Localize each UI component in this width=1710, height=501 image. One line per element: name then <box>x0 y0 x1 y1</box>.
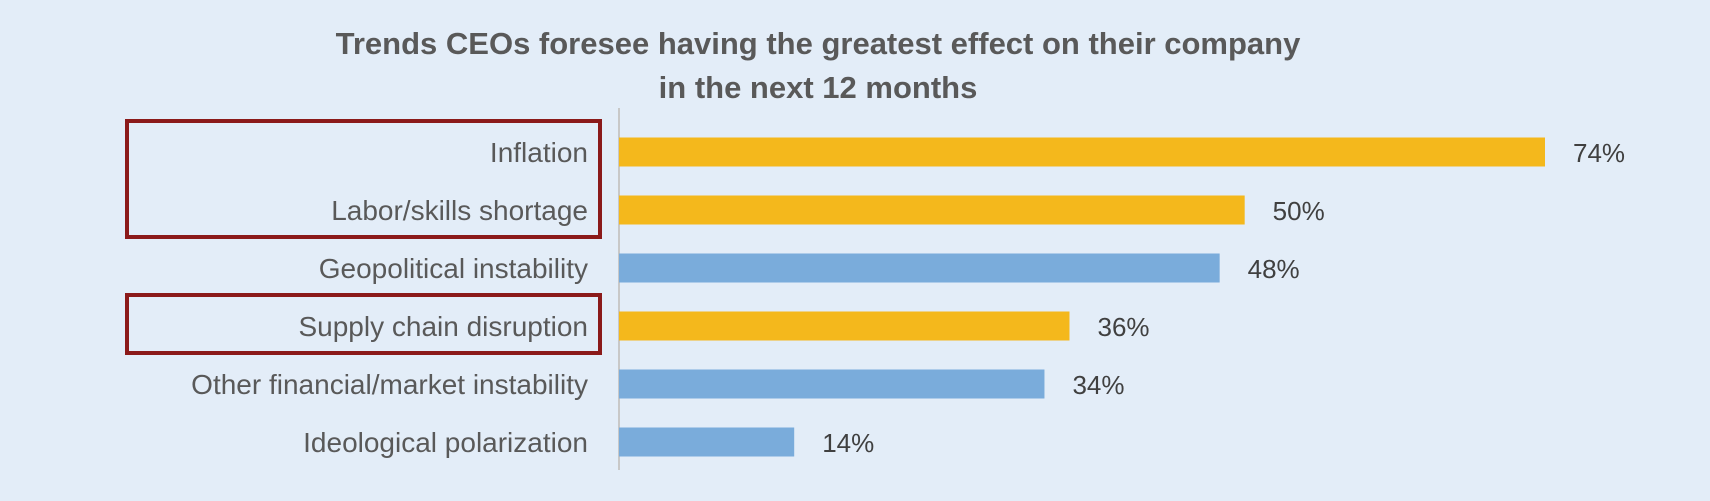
bar-ideological-polarization <box>619 427 795 457</box>
category-label-geopolitical-instability: Geopolitical instability <box>319 253 588 284</box>
value-label-ideological-polarization: 14% <box>822 428 874 458</box>
bar-supply-chain-disruption <box>619 311 1070 341</box>
bar-labor-skills-shortage <box>619 195 1245 225</box>
value-label-other-financial-market-instability: 34% <box>1072 370 1124 400</box>
bar-geopolitical-instability <box>619 253 1220 283</box>
value-label-inflation: 74% <box>1573 138 1625 168</box>
highlight-box-1 <box>125 119 602 239</box>
category-label-other-financial-market-instability: Other financial/market instability <box>191 369 588 400</box>
category-label-ideological-polarization: Ideological polarization <box>303 427 588 458</box>
highlight-box-2 <box>125 293 602 355</box>
chart-title: Trends CEOs foresee having the greatest … <box>0 22 1636 110</box>
category-label-labor-skills-shortage: Labor/skills shortage <box>331 195 588 226</box>
bar-other-financial-market-instability <box>619 369 1045 399</box>
category-label-supply-chain-disruption: Supply chain disruption <box>298 311 588 342</box>
bar-inflation <box>619 137 1545 167</box>
value-label-labor-skills-shortage: 50% <box>1273 196 1325 226</box>
value-label-geopolitical-instability: 48% <box>1248 254 1300 284</box>
value-label-supply-chain-disruption: 36% <box>1097 312 1149 342</box>
chart-title-line-2: in the next 12 months <box>658 70 978 105</box>
chart-title-line-1: Trends CEOs foresee having the greatest … <box>335 26 1301 61</box>
category-label-inflation: Inflation <box>490 137 588 168</box>
